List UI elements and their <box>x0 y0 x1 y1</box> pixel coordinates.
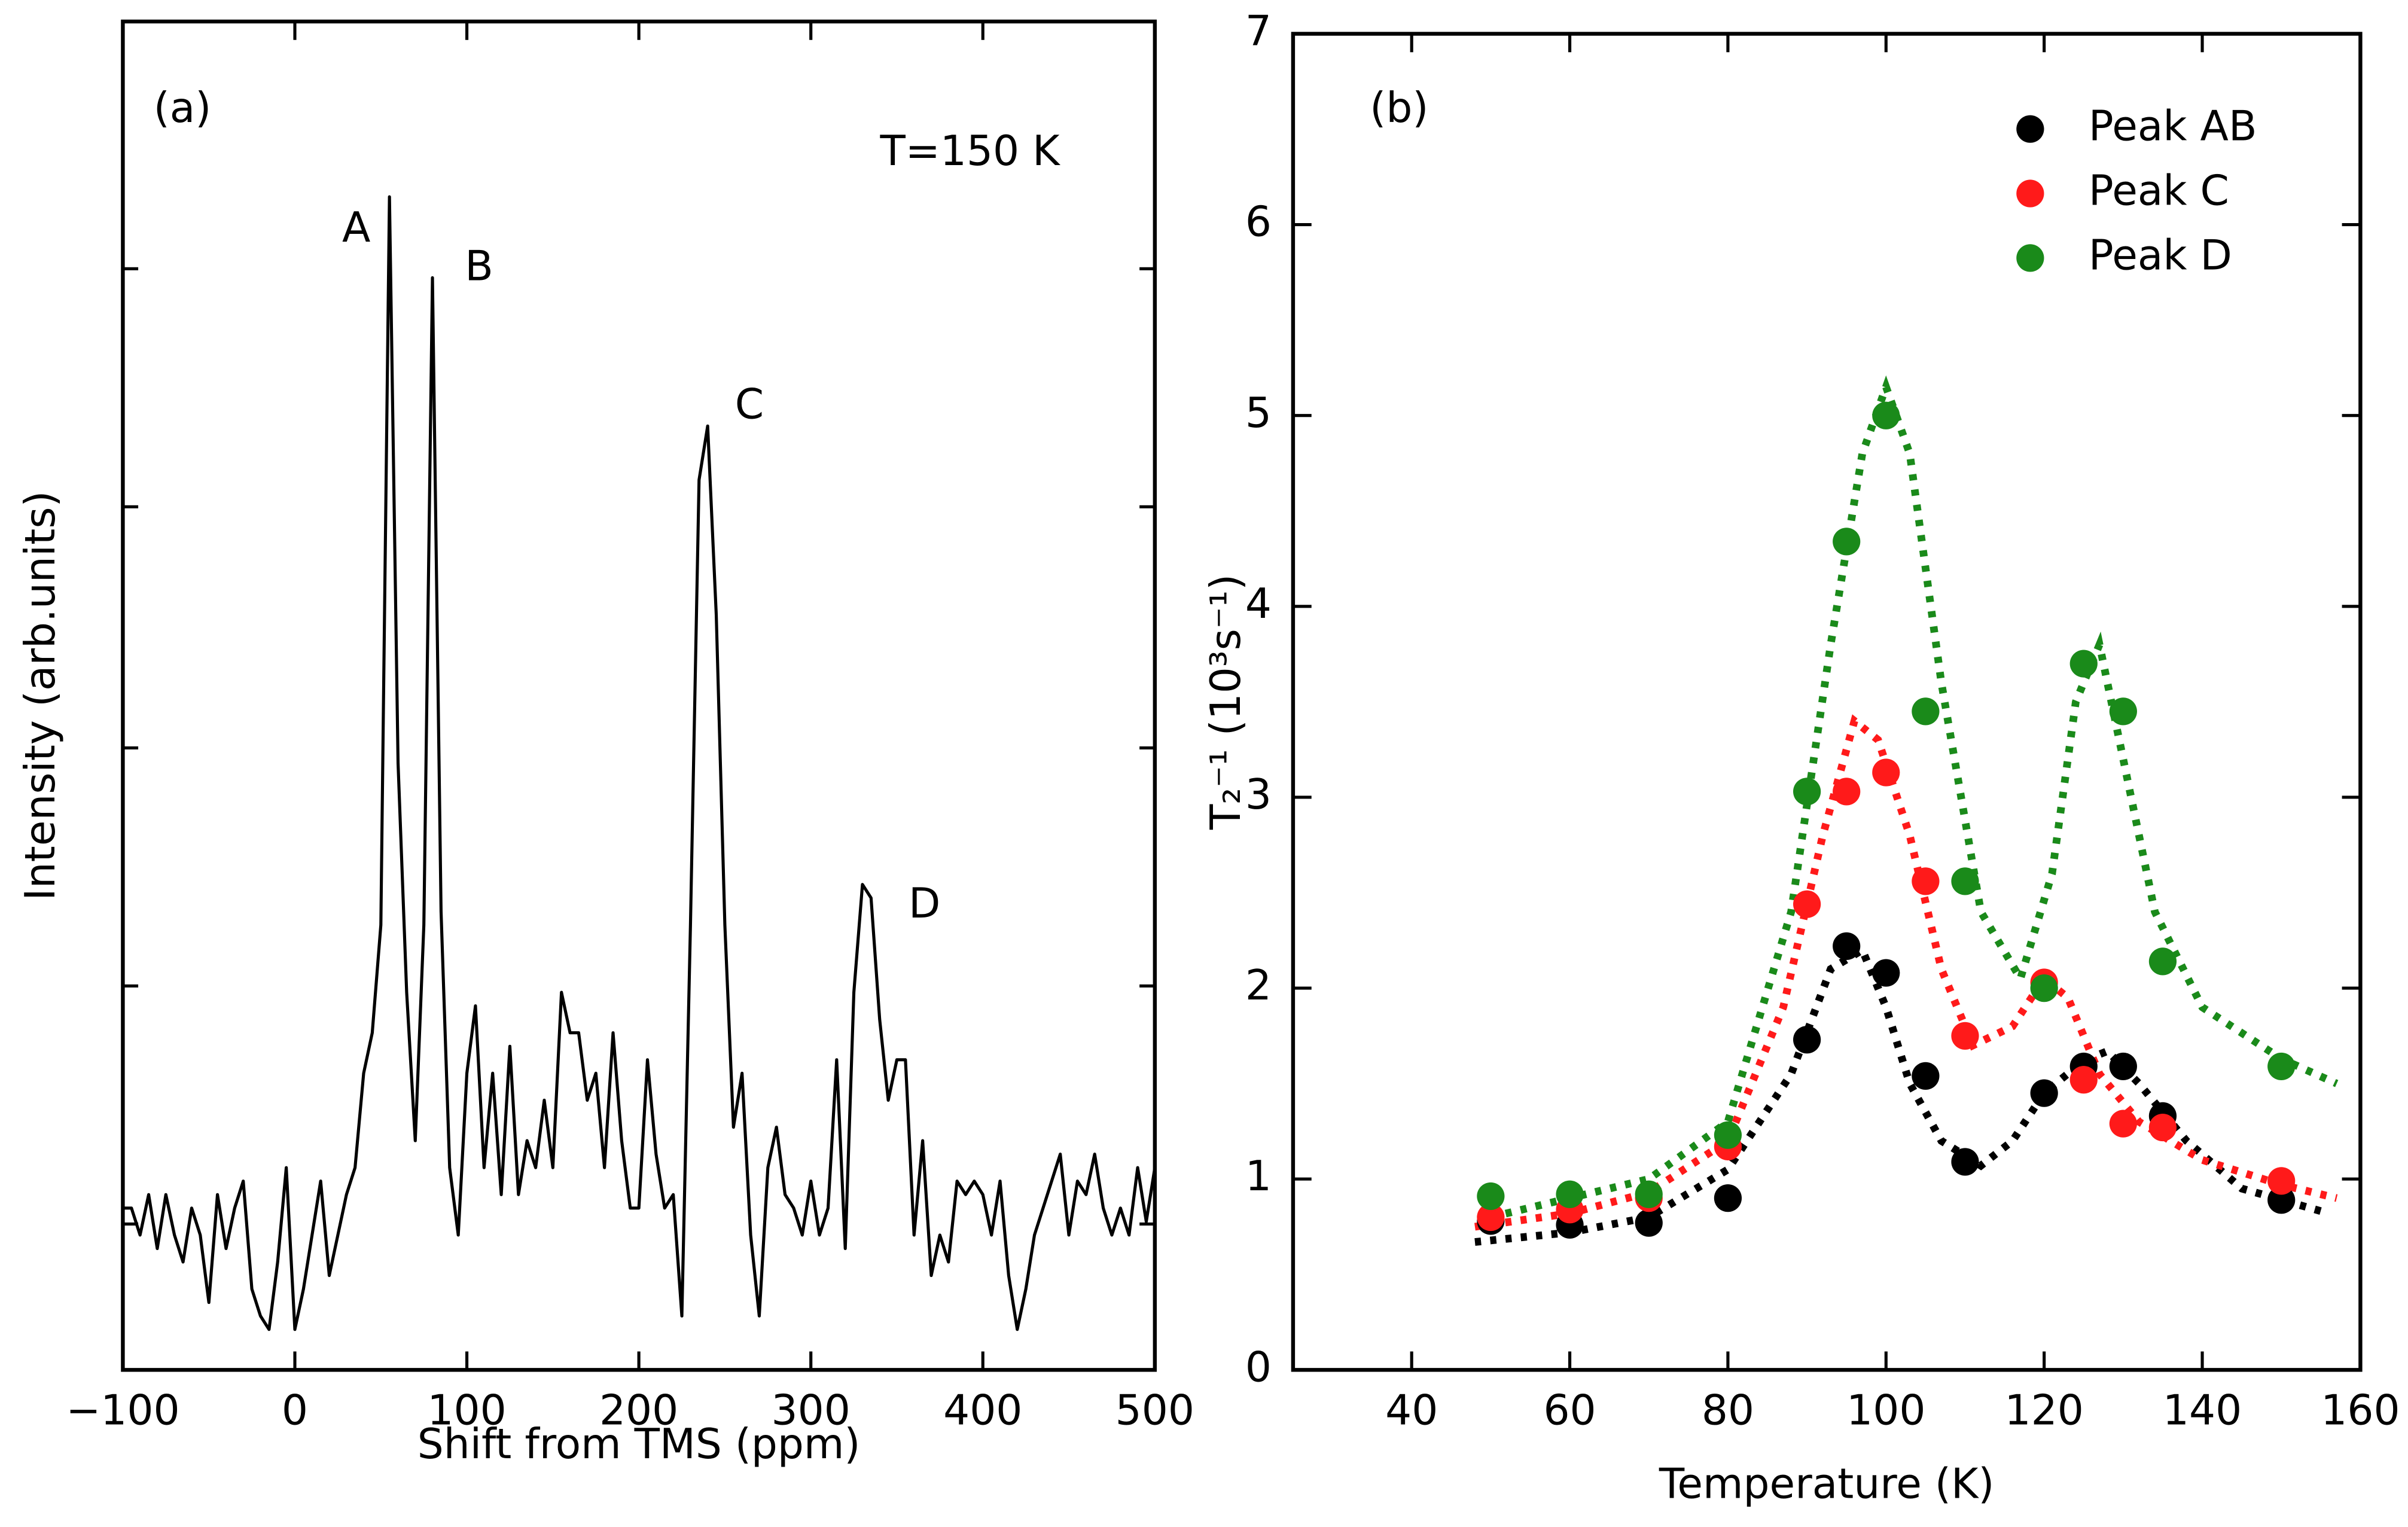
data-point <box>2148 947 2177 976</box>
y-axis-label: Intensity (arb.units) <box>17 491 65 901</box>
data-point <box>1793 778 1821 806</box>
data-point <box>1714 1184 1742 1212</box>
x-tick-label: 300 <box>772 1386 851 1434</box>
data-point <box>1714 1121 1742 1149</box>
data-point <box>1872 758 1900 787</box>
data-point <box>2030 1079 2058 1107</box>
data-point <box>2148 1113 2177 1142</box>
data-point <box>1793 1026 1821 1054</box>
data-point <box>1477 1182 1505 1211</box>
x-tick-label: −100 <box>66 1386 179 1434</box>
data-point <box>1833 528 1861 556</box>
x-tick-label: 60 <box>1543 1386 1596 1434</box>
x-tick-label: 400 <box>943 1386 1022 1434</box>
data-point <box>1912 867 1940 895</box>
data-point <box>2109 1110 2137 1138</box>
annotation: (a) <box>154 84 212 132</box>
data-point <box>1951 1148 1979 1176</box>
x-tick-label: 120 <box>2005 1386 2084 1434</box>
x-tick-label: 100 <box>427 1386 506 1434</box>
x-tick-label: 200 <box>599 1386 678 1434</box>
y-tick-label: 2 <box>1245 962 1272 1010</box>
data-point <box>1477 1203 1505 1232</box>
y-axis-ticks-a <box>123 267 1155 1226</box>
plot-frame <box>1291 32 2363 1372</box>
annotation: A <box>342 204 370 252</box>
x-tick-label: 0 <box>282 1386 308 1434</box>
data-point <box>2109 697 2137 726</box>
x-tick-label: 160 <box>2321 1386 2400 1434</box>
x-tick-label: 80 <box>1702 1386 1754 1434</box>
x-axis-label: Shift from TMS (ppm) <box>417 1421 861 1468</box>
data-point <box>2267 1186 2296 1214</box>
y-tick-label: 0 <box>1245 1343 1272 1391</box>
x-tick-label: 40 <box>1385 1386 1438 1434</box>
legend-label: Peak C <box>2089 167 2229 215</box>
data-point <box>1833 778 1861 806</box>
data-point <box>1951 1022 1979 1050</box>
y-tick-label: 1 <box>1245 1153 1272 1200</box>
data-point <box>2267 1167 2296 1195</box>
legend-marker <box>2016 179 2044 208</box>
legend-marker <box>2016 244 2044 272</box>
annotation: B <box>465 242 493 290</box>
annotation: D <box>909 880 940 928</box>
fit-line <box>1489 375 2339 1221</box>
y-tick-label: 6 <box>1245 199 1272 246</box>
y-tick-label: 5 <box>1245 389 1272 437</box>
data-point <box>2069 650 2098 678</box>
x-axis-label: Temperature (K) <box>1659 1461 1995 1508</box>
y-tick-label: 7 <box>1245 8 1272 56</box>
annotation: C <box>735 380 764 428</box>
data-point <box>1833 932 1861 960</box>
data-point <box>1951 867 1979 895</box>
data-point <box>1872 401 1900 429</box>
data-point <box>1635 1209 1663 1237</box>
y-tick-label: 3 <box>1245 771 1272 819</box>
data-point <box>2069 1066 2098 1094</box>
spectrum-line <box>123 195 1157 1331</box>
y-tick-label: 4 <box>1245 580 1272 628</box>
data-point <box>2267 1052 2296 1081</box>
data-point <box>1556 1180 1584 1208</box>
fit-line <box>1474 944 2330 1246</box>
data-point <box>1912 697 1940 726</box>
legend-label: Peak D <box>2089 231 2232 279</box>
x-tick-label: 500 <box>1115 1386 1194 1434</box>
data-point <box>2030 974 2058 1002</box>
data-point <box>1912 1062 1940 1090</box>
fit-line <box>1474 714 2338 1231</box>
data-point <box>1793 890 1821 918</box>
legend-label: Peak AB <box>2089 103 2257 151</box>
annotation: (b) <box>1370 84 1428 132</box>
x-tick-label: 100 <box>1846 1386 1925 1434</box>
legend-marker <box>2016 115 2044 143</box>
data-point <box>2109 1052 2137 1081</box>
plot-frame <box>121 19 1157 1372</box>
data-point <box>1635 1180 1663 1208</box>
y-axis-label: T₂⁻¹ (10³s⁻¹) <box>1202 574 1250 830</box>
annotation: T=150 K <box>879 127 1060 175</box>
data-point <box>1872 959 1900 987</box>
x-tick-label: 140 <box>2163 1386 2242 1434</box>
